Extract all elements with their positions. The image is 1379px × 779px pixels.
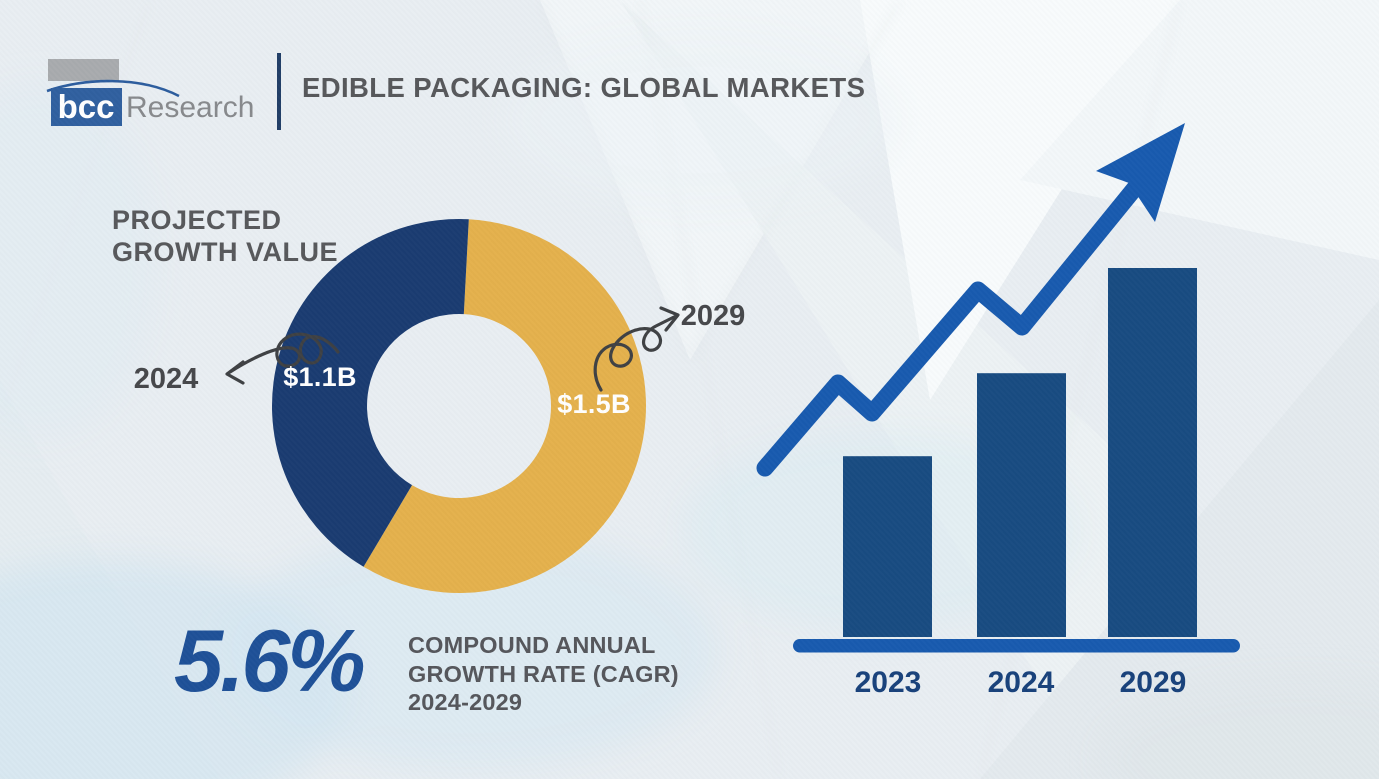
logo-blue-block xyxy=(51,88,122,126)
doodle-arrowhead-2029 xyxy=(659,306,680,332)
donut-label-2024: 2024 xyxy=(133,363,199,395)
logo-swoosh xyxy=(46,79,180,98)
donut-slice-2029 xyxy=(363,219,646,594)
bar-chart-baseline xyxy=(793,639,1240,653)
bcc-research-logo: bcc Research xyxy=(46,59,254,126)
bar-2024 xyxy=(977,373,1066,637)
trend-arrow-line xyxy=(756,179,1144,477)
doodle-arrow-2024 xyxy=(225,332,340,385)
cagr-line3: 2024-2029 xyxy=(408,689,523,716)
bar-label-2029: 2029 xyxy=(1119,666,1187,699)
donut-slice-2024 xyxy=(271,219,469,567)
bar-2029 xyxy=(1108,268,1197,637)
trend-arrow-head xyxy=(1096,123,1185,222)
doodle-arrow-2029 xyxy=(593,306,680,392)
bar-chart xyxy=(843,268,1197,637)
donut-value-2024: $1.1B xyxy=(283,362,357,392)
donut-heading-line2: GROWTH VALUE xyxy=(112,237,338,267)
bar-label-2024: 2024 xyxy=(987,666,1055,699)
page-title: EDIBLE PACKAGING: GLOBAL MARKETS xyxy=(302,72,866,103)
cagr-value: 5.6% xyxy=(174,611,366,710)
donut-chart xyxy=(271,219,646,594)
donut-label-2029: 2029 xyxy=(680,300,746,332)
cagr-line2: GROWTH RATE (CAGR) xyxy=(408,660,679,687)
bar-2023 xyxy=(843,456,932,637)
doodle-arrowhead-2024 xyxy=(225,360,245,385)
logo-research-text: Research xyxy=(126,91,254,124)
cagr-line1: COMPOUND ANNUAL xyxy=(408,632,656,658)
cagr-description: COMPOUND ANNUAL GROWTH RATE (CAGR) 2024-… xyxy=(408,631,679,717)
logo-bcc-text: bcc xyxy=(58,88,115,125)
bar-label-2023: 2023 xyxy=(854,666,922,699)
donut-heading-line1: PROJECTED xyxy=(112,205,282,235)
header-divider xyxy=(277,53,281,130)
donut-chart-heading: PROJECTED GROWTH VALUE xyxy=(112,204,338,268)
logo-gray-block xyxy=(48,59,119,81)
donut-value-2029: $1.5B xyxy=(557,389,631,419)
